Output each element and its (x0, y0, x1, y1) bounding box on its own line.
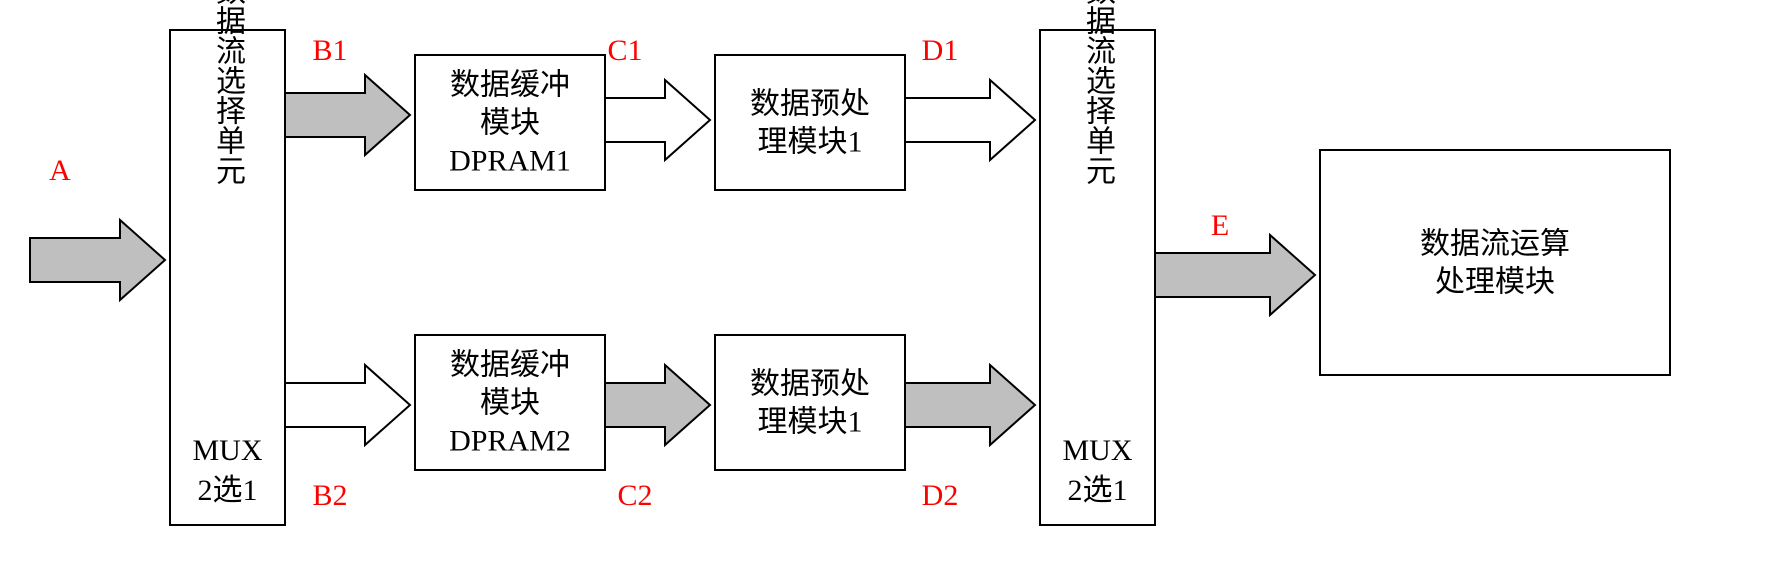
text-input-mux-l2: 2选1 (198, 474, 258, 507)
arrow-D2 (905, 365, 1035, 445)
box-preproc1 (715, 55, 905, 190)
label-C2: C2 (617, 479, 652, 512)
label-E: E (1211, 209, 1229, 242)
text-input-mux-l1: MUX (192, 434, 262, 467)
text-input-mux-vert: 输入数据流选择单元 (211, 0, 246, 185)
label-B1: B1 (312, 34, 347, 67)
text-dpram2-l2: 模块 (480, 387, 540, 420)
text-compute-l2: 处理模块 (1435, 266, 1555, 299)
text-dpram2-l3: DPRAM2 (449, 425, 571, 458)
text-output-mux-l2: 2选1 (1068, 474, 1128, 507)
text-output-mux-vert: 输出数据流选择单元 (1081, 0, 1116, 185)
text-dpram1-l3: DPRAM1 (449, 145, 571, 178)
label-D2: D2 (922, 479, 959, 512)
box-preproc2 (715, 335, 905, 470)
text-preproc1-l2: 理模块1 (758, 126, 863, 159)
box-compute (1320, 150, 1670, 375)
arrow-C1 (605, 80, 710, 160)
arrow-A (30, 220, 165, 300)
arrow-E (1155, 235, 1315, 315)
text-dpram1-l2: 模块 (480, 107, 540, 140)
arrow-B2 (285, 365, 410, 445)
label-A: A (49, 154, 71, 187)
text-preproc1-l1: 数据预处 (750, 88, 870, 121)
label-B2: B2 (312, 479, 347, 512)
text-preproc2-l1: 数据预处 (750, 368, 870, 401)
text-compute-l1: 数据流运算 (1420, 228, 1570, 261)
text-dpram1-l1: 数据缓冲 (450, 69, 570, 102)
label-D1: D1 (922, 34, 959, 67)
arrow-B1 (285, 75, 410, 155)
label-C1: C1 (607, 34, 642, 67)
text-output-mux-l1: MUX (1062, 434, 1132, 467)
text-preproc2-l2: 理模块1 (758, 406, 863, 439)
arrow-C2 (605, 365, 710, 445)
text-dpram2-l1: 数据缓冲 (450, 349, 570, 382)
arrow-D1 (905, 80, 1035, 160)
